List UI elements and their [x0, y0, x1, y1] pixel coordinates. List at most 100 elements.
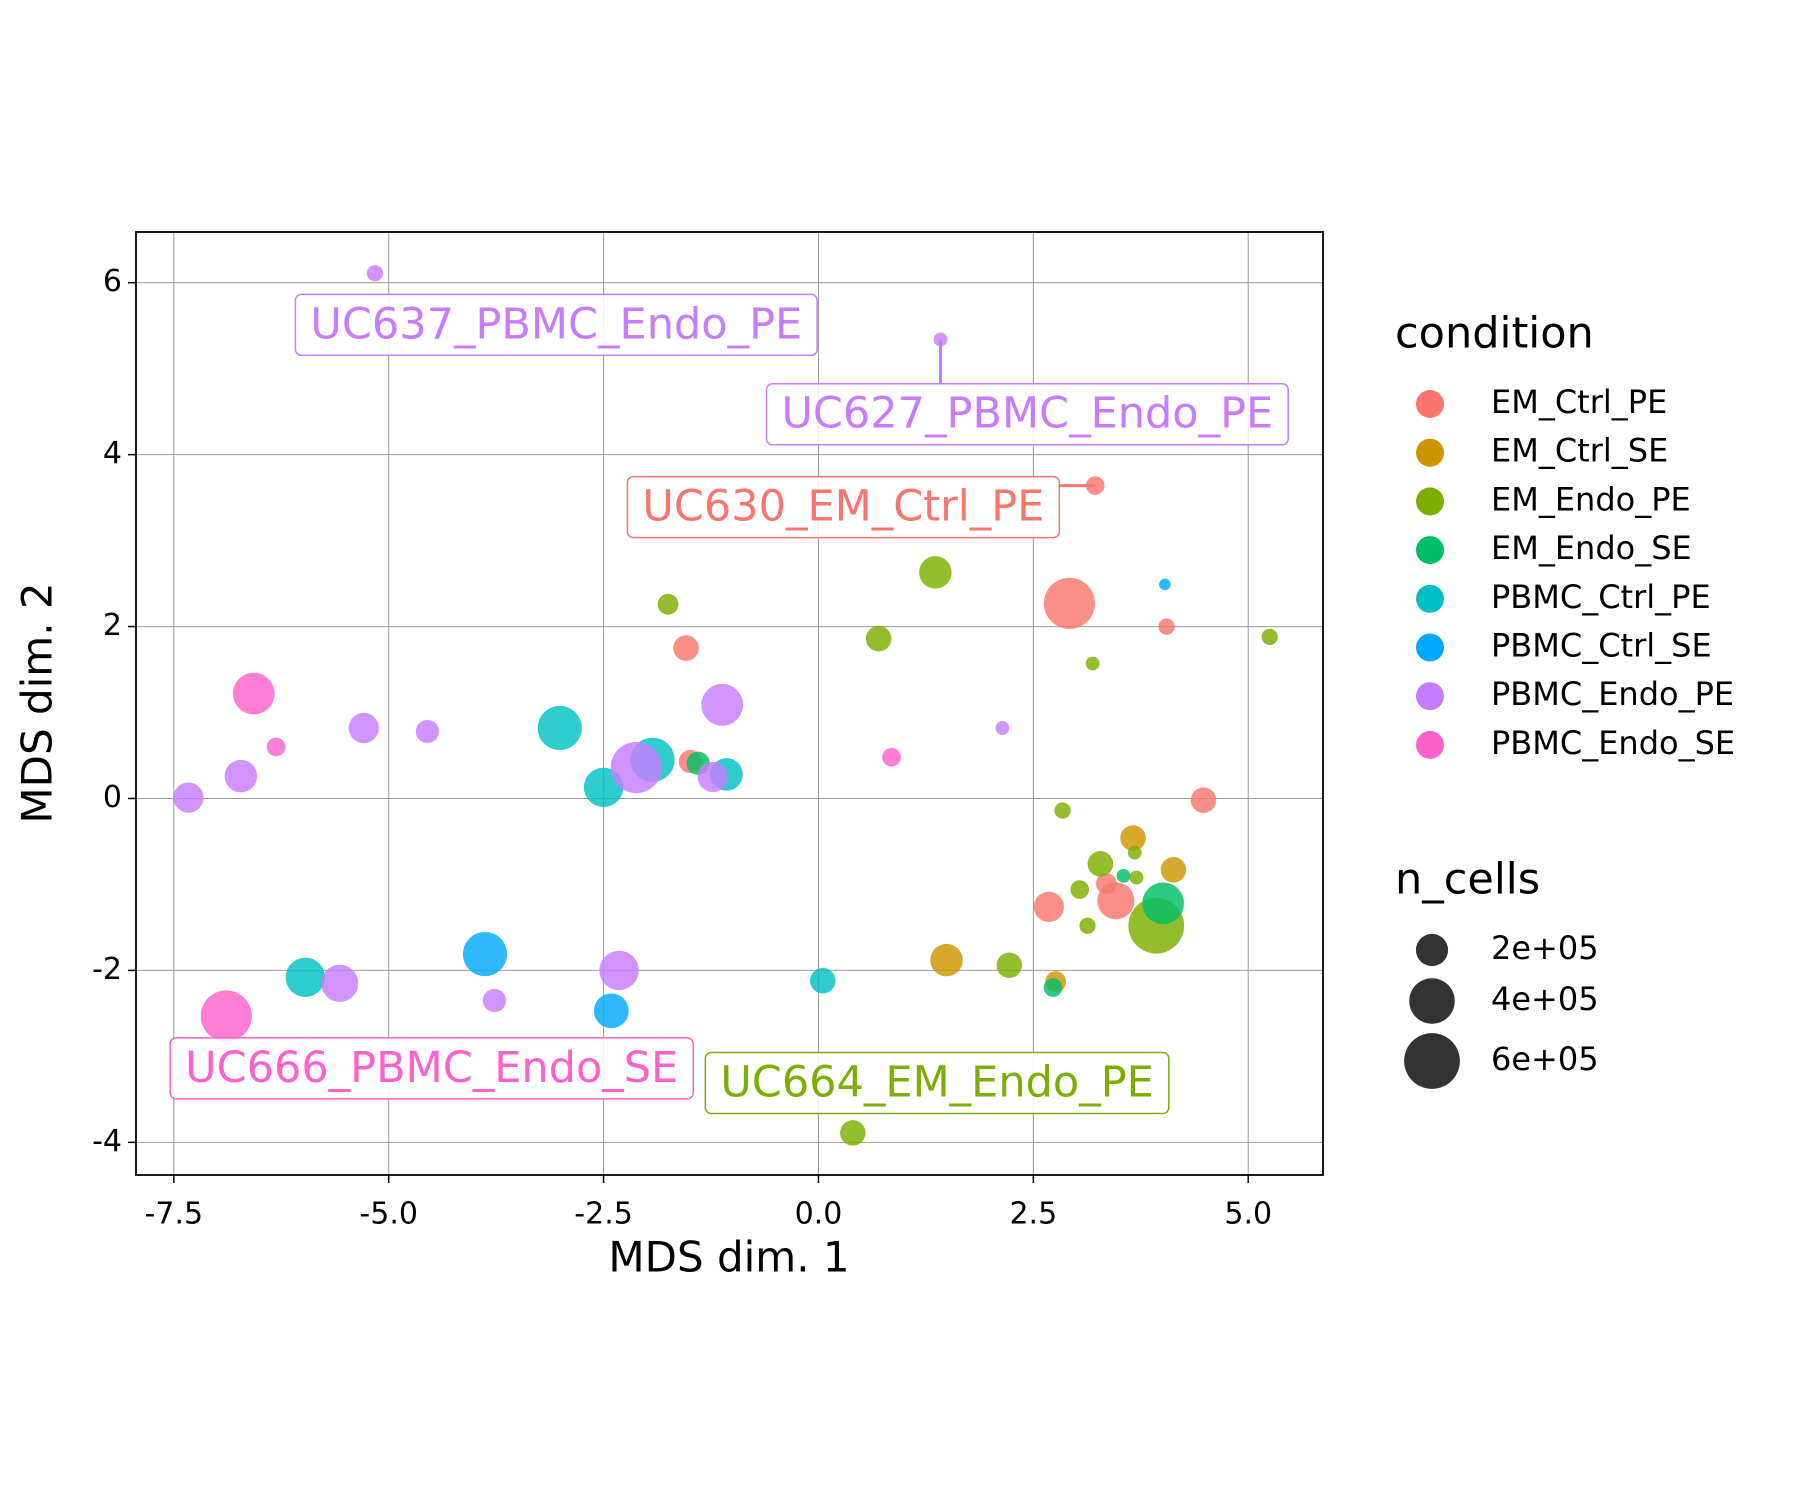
x-tick-label: 5.0 [1224, 1197, 1272, 1232]
data-point [610, 741, 662, 794]
legend-label: PBMC_Endo_SE [1491, 724, 1735, 762]
data-point [882, 747, 901, 767]
data-point [1120, 825, 1146, 851]
data-point [366, 265, 384, 282]
data-point [593, 993, 629, 1029]
legend-label: EM_Ctrl_SE [1491, 432, 1668, 470]
size-legend-title: n_cells [1395, 855, 1540, 905]
data-point [1116, 868, 1131, 883]
data-point [673, 635, 699, 661]
legend-title: condition [1395, 309, 1594, 359]
data-point [1129, 870, 1144, 885]
y-tick-label: -4 [92, 1124, 122, 1159]
size-legend-label: 4e+05 [1491, 980, 1599, 1018]
data-point [1085, 656, 1100, 671]
legend-swatch [1416, 584, 1444, 613]
legend-label: EM_Endo_SE [1491, 529, 1692, 567]
annotation-text: UC627_PBMC_Endo_PE [781, 389, 1273, 439]
data-point [1097, 882, 1135, 920]
size-legend-label: 2e+05 [1491, 929, 1599, 967]
data-point [1054, 802, 1071, 819]
annotation-box [765, 382, 1289, 446]
legend-swatch [1416, 487, 1444, 516]
data-point [919, 556, 952, 589]
y-tick-label: 6 [103, 264, 122, 299]
annotation-text: UC637_PBMC_Endo_PE [310, 299, 802, 349]
annotation-text: UC664_EM_Endo_PE [720, 1058, 1153, 1108]
data-point [1159, 578, 1171, 591]
data-point [840, 1120, 866, 1146]
legend-swatch [1416, 536, 1444, 565]
data-point [266, 737, 286, 757]
size-legend-swatch [1404, 1033, 1460, 1089]
data-point [537, 705, 582, 751]
data-point [462, 932, 508, 977]
plot-border [135, 231, 1324, 1176]
legend-label: EM_Endo_PE [1491, 480, 1691, 518]
x-tick-label: 2.5 [1009, 1197, 1057, 1232]
data-point [809, 967, 836, 994]
annotation-box [169, 1037, 694, 1100]
data-point [1142, 882, 1185, 925]
y-tick-label: 4 [103, 436, 122, 471]
data-point [200, 990, 252, 1042]
data-point [1043, 978, 1063, 997]
size-legend-swatch [1409, 978, 1455, 1024]
data-point [173, 782, 204, 813]
annotation-text: UC666_PBMC_Endo_SE [185, 1043, 678, 1093]
data-point [865, 625, 892, 652]
data-point [348, 712, 379, 744]
legend-label: EM_Ctrl_PE [1491, 383, 1667, 421]
data-point [1087, 851, 1114, 877]
data-point [1261, 628, 1278, 646]
size-legend-label: 6e+05 [1491, 1040, 1599, 1078]
data-point [1158, 618, 1175, 635]
legend-label: PBMC_Ctrl_PE [1491, 578, 1711, 616]
data-point [599, 950, 639, 991]
x-tick-label: -5.0 [359, 1197, 418, 1232]
data-point [1190, 787, 1217, 813]
legend-swatch [1416, 730, 1444, 759]
data-point [1033, 891, 1064, 922]
y-axis-title: MDS dim. 2 [13, 582, 62, 823]
annotation: UC627_PBMC_Endo_PE [765, 382, 1289, 446]
legend-swatch [1416, 390, 1444, 418]
data-point [1079, 917, 1096, 934]
data-point [1070, 880, 1090, 899]
legend-swatch [1416, 682, 1444, 711]
data-point [1127, 845, 1142, 860]
legend-label: PBMC_Endo_PE [1491, 675, 1734, 713]
y-tick-label: 0 [103, 780, 122, 815]
x-tick-label: -7.5 [145, 1197, 204, 1232]
x-tick-label: -2.5 [574, 1197, 633, 1232]
data-point [321, 964, 359, 1002]
data-point [930, 943, 963, 977]
data-point [285, 957, 326, 998]
legend-label: PBMC_Ctrl_SE [1491, 627, 1712, 665]
annotation: UC666_PBMC_Endo_SE [169, 1037, 694, 1100]
annotation: UC630_EM_Ctrl_PE [626, 475, 1061, 539]
size-legend-swatch [1415, 933, 1449, 967]
annotation: UC664_EM_Endo_PE [704, 1051, 1170, 1115]
y-tick-label: -2 [92, 952, 122, 987]
data-point [224, 759, 258, 793]
annotation-box [626, 475, 1061, 539]
legend-swatch [1416, 633, 1444, 662]
x-tick-label: 0.0 [795, 1197, 843, 1232]
x-axis-title: MDS dim. 1 [608, 1233, 849, 1282]
annotation-box [704, 1051, 1170, 1115]
data-point [1160, 857, 1187, 883]
data-point [415, 719, 439, 744]
legend-swatch [1416, 438, 1444, 467]
data-point [232, 672, 275, 715]
annotation: UC637_PBMC_Endo_PE [294, 293, 818, 357]
data-point [995, 721, 1010, 735]
data-point [1043, 577, 1095, 629]
data-point [657, 593, 679, 615]
annotation-box [294, 293, 818, 357]
data-point [482, 988, 507, 1013]
data-point [701, 683, 744, 726]
annotation-text: UC630_EM_Ctrl_PE [642, 482, 1044, 532]
